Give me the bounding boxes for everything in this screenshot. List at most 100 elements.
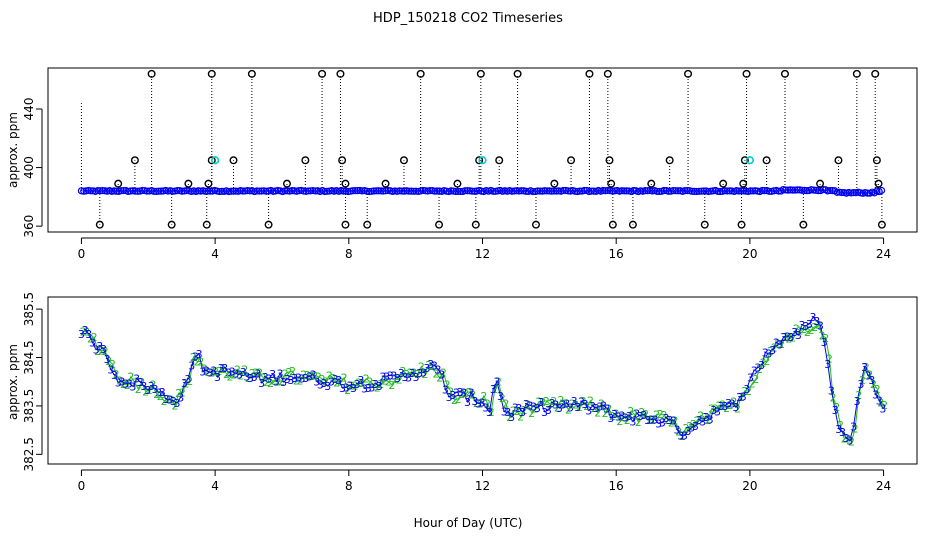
series-marker-3: 3 xyxy=(457,386,464,399)
series-marker-2: 2 xyxy=(583,400,590,413)
top-baseline-point xyxy=(379,187,387,195)
series-marker-2: 2 xyxy=(734,402,741,415)
top-baseline-point xyxy=(119,186,128,195)
series-marker-2: 2 xyxy=(414,368,421,381)
top-outlier-point xyxy=(336,69,345,78)
series-marker-2: 2 xyxy=(558,394,565,407)
top-outlier-point xyxy=(852,69,861,78)
top-outlier-point xyxy=(453,179,462,188)
top-baseline-point xyxy=(421,187,429,195)
series-marker-2: 2 xyxy=(363,373,370,386)
series-marker-2: 2 xyxy=(370,378,377,391)
top-baseline-point xyxy=(828,187,837,195)
series-marker-3: 3 xyxy=(795,329,802,342)
top-baseline-point xyxy=(94,186,102,195)
top-baseline-point xyxy=(810,186,818,194)
top-baseline-point xyxy=(826,186,834,195)
top-baseline-point xyxy=(405,187,413,195)
series-marker-3: 3 xyxy=(740,390,747,403)
top-x-axis: 0 4 8 12 16 20 24 xyxy=(78,237,891,261)
series-marker-3: 3 xyxy=(828,384,835,397)
series-marker-2: 2 xyxy=(690,418,697,431)
top-baseline-point xyxy=(229,187,238,195)
series-marker-3: 3 xyxy=(718,400,725,413)
top-baseline-point xyxy=(641,187,649,195)
series-marker-2: 2 xyxy=(830,391,837,404)
series-marker-2: 2 xyxy=(87,332,94,345)
series-marker-2: 2 xyxy=(149,378,156,391)
top-outlier-point xyxy=(471,220,480,229)
series-marker-2: 2 xyxy=(874,383,881,396)
series-marker-3: 3 xyxy=(747,371,754,384)
series-marker-2: 2 xyxy=(653,409,660,422)
series-marker-3: 3 xyxy=(681,429,688,442)
top-baseline-point xyxy=(452,187,460,196)
series-marker-3: 3 xyxy=(284,373,291,386)
top-baseline-point xyxy=(323,187,331,195)
series-marker-3: 3 xyxy=(82,324,89,337)
series-marker-2: 2 xyxy=(488,406,495,419)
top-baseline-point xyxy=(629,186,638,195)
series-marker-2: 2 xyxy=(410,366,417,379)
top-baseline-point xyxy=(784,186,792,194)
series-marker-2: 2 xyxy=(866,368,873,381)
series-marker-2: 2 xyxy=(620,411,627,424)
series-marker-2: 2 xyxy=(436,372,443,385)
top-baseline-point xyxy=(543,187,551,195)
top-outlier-point xyxy=(603,69,612,78)
top-baseline-point xyxy=(246,187,254,195)
series-marker-2: 2 xyxy=(473,397,480,410)
series-marker-3: 3 xyxy=(376,380,383,393)
top-baseline-point xyxy=(716,187,724,196)
series-marker-2: 2 xyxy=(102,345,109,358)
series-marker-3: 3 xyxy=(707,413,714,426)
top-outlier-point xyxy=(264,220,273,229)
series-marker-3: 3 xyxy=(589,400,596,413)
series-marker-3: 3 xyxy=(776,339,783,352)
series-marker-2: 2 xyxy=(333,377,340,390)
top-outlier-point xyxy=(700,220,709,229)
top-baseline-point xyxy=(204,187,212,195)
top-outlier-point xyxy=(585,69,594,78)
series-marker-2: 2 xyxy=(837,419,844,432)
series-marker-3: 3 xyxy=(861,361,868,374)
series-marker-2: 2 xyxy=(580,395,587,408)
series-marker-2: 2 xyxy=(466,386,473,399)
top-baseline-point xyxy=(548,187,556,195)
top-baseline-point xyxy=(512,187,521,195)
bottom-y-tick-label: 383.5 xyxy=(22,389,36,423)
top-baseline-point xyxy=(800,186,808,195)
top-x-tick-label: 20 xyxy=(742,247,757,261)
series-marker-2: 2 xyxy=(683,422,690,435)
series-marker-3: 3 xyxy=(732,401,739,414)
series-marker-2: 2 xyxy=(569,397,576,410)
top-baseline-point xyxy=(723,187,731,195)
top-baseline-point xyxy=(477,187,486,195)
top-outlier-point xyxy=(435,220,444,229)
series-marker-2: 2 xyxy=(447,385,454,398)
top-baseline-point xyxy=(239,187,247,195)
top-outlier-point xyxy=(167,220,176,229)
series-marker-2: 2 xyxy=(660,409,667,422)
top-baseline-point xyxy=(281,187,289,195)
series-marker-3: 3 xyxy=(571,395,578,408)
top-outlier-point xyxy=(665,156,674,165)
top-baseline-point xyxy=(311,187,319,195)
series-marker-2: 2 xyxy=(760,357,767,370)
series-marker-3: 3 xyxy=(872,388,879,401)
top-baseline-point xyxy=(206,187,214,195)
top-baseline-point xyxy=(426,187,434,195)
series-marker-3: 3 xyxy=(780,331,787,344)
series-marker-3: 3 xyxy=(129,380,136,393)
bottom-series-lines xyxy=(81,316,885,443)
series-marker-2: 2 xyxy=(399,365,406,378)
top-outlier-point xyxy=(495,156,504,165)
series-marker-3: 3 xyxy=(170,395,177,408)
series-marker-2: 2 xyxy=(506,411,513,424)
series-marker-3: 3 xyxy=(773,336,780,349)
top-outlier-point xyxy=(207,156,216,165)
top-outlier-point xyxy=(341,179,350,188)
top-baseline-point xyxy=(157,187,165,195)
series-marker-2: 2 xyxy=(455,393,462,406)
series-marker-2: 2 xyxy=(727,399,734,412)
